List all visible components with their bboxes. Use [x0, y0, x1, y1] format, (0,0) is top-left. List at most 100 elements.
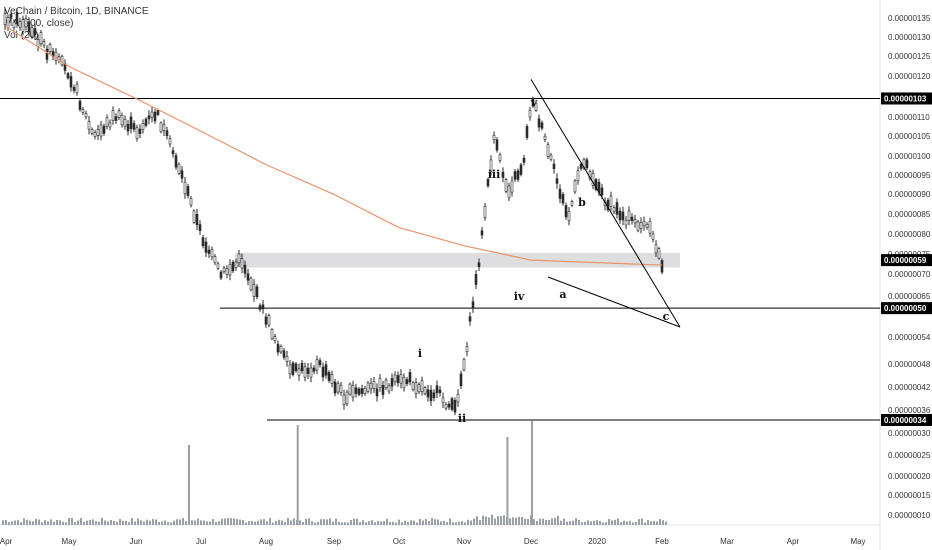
candle-body: [429, 389, 433, 402]
x-tick-label: Nov: [457, 537, 471, 546]
volume-bar: [119, 518, 121, 525]
volume-bar: [614, 519, 616, 525]
volume-bar: [377, 520, 379, 525]
volume-bar: [233, 518, 235, 525]
candle-body: [150, 111, 154, 118]
volume-bar: [500, 516, 502, 525]
volume-peak-bar: [506, 437, 509, 525]
volume-peak-bar: [296, 425, 299, 525]
volume-bar: [185, 521, 187, 525]
candle-body: [564, 205, 568, 218]
candle-body: [228, 264, 232, 276]
volume-bar: [449, 518, 451, 525]
candle-body: [537, 118, 541, 128]
x-tick-label: Jun: [130, 537, 143, 546]
volume-bar: [569, 520, 571, 525]
volume-bar: [536, 520, 538, 525]
volume-bar: [533, 519, 535, 525]
volume-bar: [368, 521, 370, 525]
candle-body: [519, 164, 523, 175]
candle-body: [171, 150, 175, 155]
x-tick-label: Feb: [655, 537, 669, 546]
candle-body: [108, 122, 112, 128]
volume-bar: [455, 522, 457, 525]
volume-bar: [275, 520, 277, 525]
volume-bar: [641, 518, 643, 525]
volume-bar: [113, 521, 115, 525]
candle-body: [222, 267, 226, 272]
candle-body: [120, 115, 124, 126]
candle-body: [192, 210, 196, 223]
x-tick-label: 2020: [588, 537, 606, 546]
volume-bar: [350, 520, 352, 525]
volume-bar: [95, 521, 97, 525]
candle-body: [447, 403, 451, 408]
candle-body: [288, 364, 292, 375]
candle-body: [78, 100, 82, 110]
volume-bar: [428, 520, 430, 525]
candle-body: [366, 382, 370, 392]
volume-bar: [566, 521, 568, 525]
candle-body: [87, 121, 91, 130]
candle-body: [468, 316, 472, 322]
candle-body: [69, 76, 73, 88]
candle-body: [216, 263, 220, 269]
candle-body: [372, 381, 376, 389]
x-tick-label: Oct: [393, 537, 406, 546]
wave-label-ii: ii: [458, 412, 466, 425]
candle-body: [417, 384, 421, 393]
volume-bar: [335, 518, 337, 525]
candle-body: [651, 233, 655, 240]
volume-bar: [662, 520, 664, 525]
volume-bar: [395, 522, 397, 525]
candle-body: [432, 392, 436, 399]
x-tick-label: Jul: [196, 537, 206, 546]
volume-bar: [347, 522, 349, 525]
volume-bar: [461, 521, 463, 525]
candle-body: [276, 343, 280, 353]
candle-body: [354, 387, 358, 394]
candle-body: [135, 127, 139, 139]
y-tick-label: 0.00000120: [888, 72, 931, 81]
candle-body: [552, 163, 556, 169]
price-tag-box: [881, 92, 932, 105]
volume-bar: [356, 518, 358, 525]
candle-body: [465, 346, 469, 353]
candle-body: [303, 366, 307, 378]
volume-bar: [2, 520, 4, 525]
volume-bar: [122, 520, 124, 525]
candle-body: [642, 221, 646, 227]
volume-bar: [605, 522, 607, 525]
candle-body: [15, 11, 19, 24]
volume-bar: [416, 522, 418, 525]
candle-body: [12, 21, 16, 28]
volume-bar: [170, 522, 172, 525]
candle-body: [633, 219, 637, 224]
volume-bar: [230, 518, 232, 525]
volume-bar: [5, 519, 7, 525]
volume-bar: [53, 521, 55, 525]
candle-body: [336, 383, 340, 393]
price-tag-box: [881, 254, 932, 267]
candle-body: [480, 230, 484, 236]
volume-bar: [110, 519, 112, 525]
candle-body: [330, 373, 334, 384]
y-tick-label: 0.00000135: [888, 14, 931, 23]
volume-bar: [443, 520, 445, 525]
candle-body: [48, 44, 52, 53]
volume-bar: [590, 521, 592, 525]
volume-bar: [206, 521, 208, 525]
volume-bar: [389, 521, 391, 525]
candle-body: [285, 356, 289, 362]
candle-body: [435, 385, 439, 394]
volume-bar: [191, 520, 193, 525]
x-tick-label: Dec: [524, 537, 538, 546]
volume-bar: [554, 517, 556, 525]
y-tick-label: 0.00000085: [888, 210, 931, 219]
volume-bar: [215, 521, 217, 525]
candle-body: [312, 367, 316, 372]
volume-bar: [521, 516, 523, 525]
candle-body: [291, 362, 295, 376]
y-tick-label: 0.00000070: [888, 270, 931, 279]
